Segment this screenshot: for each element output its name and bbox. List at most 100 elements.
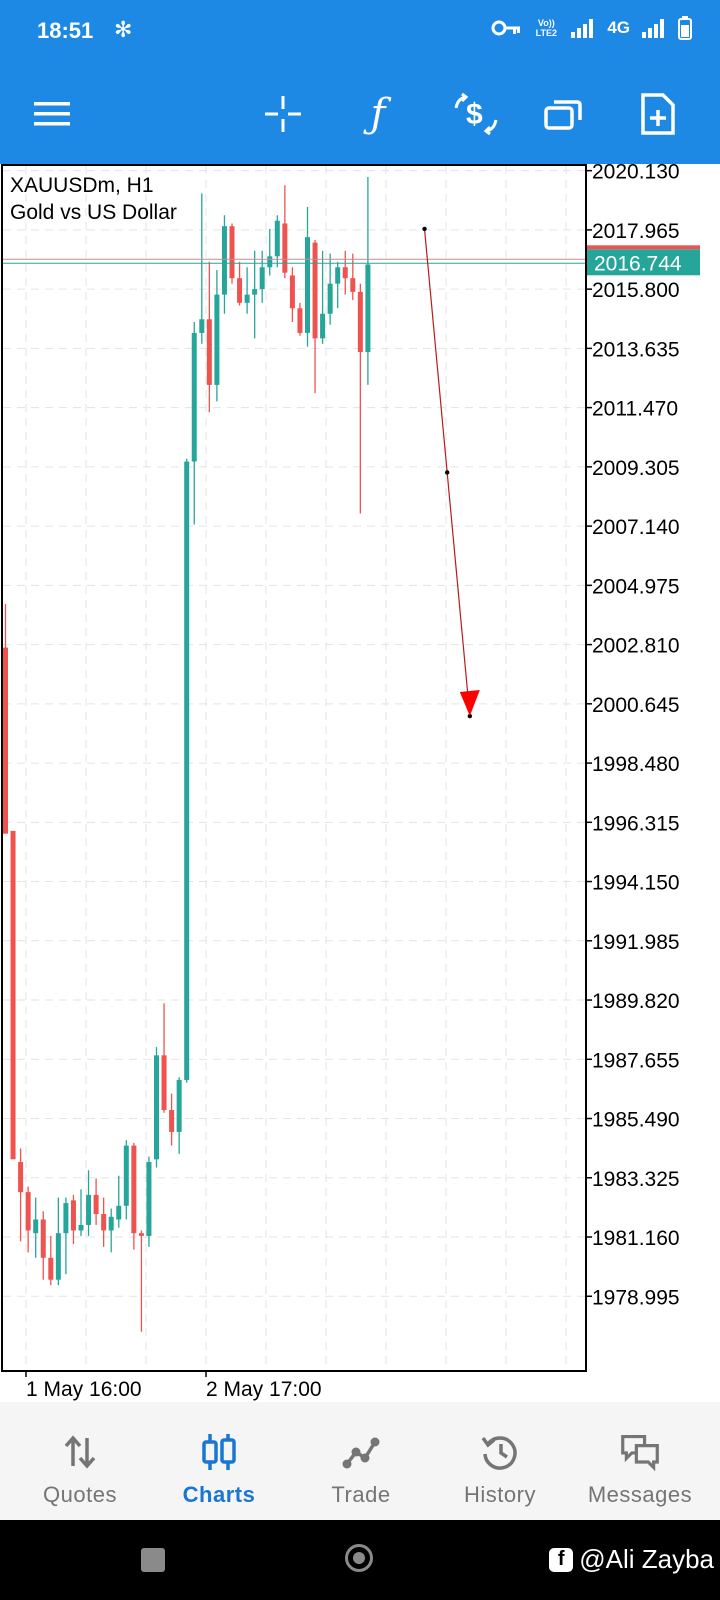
nav-trade-label: Trade	[331, 1482, 391, 1507]
current-price-box	[587, 249, 700, 276]
candle-body	[191, 332, 197, 462]
candle-body	[350, 278, 356, 292]
y-tick-label: 1989.820	[592, 990, 680, 1013]
candle-body	[86, 1194, 92, 1225]
candle-body	[327, 283, 333, 314]
settings-icon: ✻	[114, 17, 133, 42]
y-tick-label: 2015.800	[592, 279, 680, 302]
candle-body	[282, 223, 288, 273]
nav-messages[interactable]: Messages	[570, 1402, 710, 1520]
charts-candles-icon	[202, 1434, 236, 1470]
arrow-anchor-point[interactable]	[422, 226, 427, 232]
chart-toolbar: ƒ $	[0, 64, 720, 164]
candle-body	[18, 1162, 24, 1193]
candle-body	[320, 313, 326, 339]
nav-charts-label: Charts	[182, 1482, 256, 1507]
candle-body	[63, 1203, 69, 1234]
windows-icon[interactable]	[533, 84, 593, 144]
candle-body	[48, 1257, 54, 1280]
y-tick-label: 1994.150	[592, 872, 680, 895]
y-tick-label: 1981.160	[592, 1227, 680, 1250]
network-label: 4G	[607, 18, 630, 37]
watermark-text: @Ali Zayba	[579, 1544, 714, 1574]
candle-body	[33, 1219, 39, 1234]
arrow-anchor-point[interactable]	[444, 470, 450, 475]
crosshair-icon[interactable]	[253, 84, 313, 144]
home-button[interactable]	[345, 1544, 373, 1572]
signal-icon	[571, 19, 594, 38]
candle-body	[123, 1145, 129, 1206]
status-bar: 18:51 ✻ Vo)) LTE2 4G	[0, 0, 720, 64]
candle-body	[312, 242, 318, 339]
candle-body	[184, 461, 190, 1080]
status-time: 18:51	[37, 18, 94, 43]
recent-apps-button[interactable]	[141, 1548, 165, 1572]
signal-icon-2	[642, 19, 664, 38]
candle-body	[70, 1200, 76, 1231]
facebook-icon: f	[549, 1547, 574, 1572]
add-object-icon[interactable]	[628, 84, 688, 144]
candle-body	[101, 1214, 107, 1231]
chart-description: Gold vs US Dollar	[10, 201, 177, 224]
system-navigation-bar: f @Ali Zayba	[0, 1520, 720, 1600]
candle-body	[206, 319, 212, 385]
candle-body	[357, 291, 363, 353]
candle-body	[289, 275, 295, 309]
watermark: f @Ali Zayba	[549, 1544, 714, 1575]
nav-trade[interactable]: Trade	[291, 1402, 431, 1520]
candle-body	[365, 264, 371, 353]
trend-arrow-head	[459, 690, 480, 717]
candle-body	[259, 267, 265, 290]
candle-body	[131, 1145, 137, 1234]
svg-text:$: $	[466, 98, 483, 131]
y-tick-label: 2002.810	[592, 635, 680, 658]
y-tick-label: 2000.645	[592, 694, 680, 717]
nav-quotes[interactable]: Quotes	[10, 1402, 150, 1520]
candle-body	[274, 220, 280, 257]
candle-body	[3, 647, 8, 834]
y-tick-label: 2011.470	[592, 398, 678, 421]
candle-body	[78, 1224, 84, 1231]
nav-charts[interactable]: Charts	[149, 1402, 289, 1520]
candle-body	[10, 830, 16, 1160]
nav-quotes-label: Quotes	[43, 1482, 117, 1507]
menu-icon[interactable]	[22, 84, 82, 144]
candle-body	[154, 1055, 159, 1160]
candle-body	[297, 308, 303, 333]
candle-body	[55, 1233, 61, 1280]
candle-body	[138, 1233, 144, 1236]
candle-body	[161, 1055, 167, 1111]
y-tick-label: 1983.325	[592, 1168, 680, 1191]
nav-history[interactable]: History	[430, 1402, 570, 1520]
y-tick-label: 1996.315	[592, 812, 680, 835]
candle-body	[176, 1079, 182, 1132]
status-icons: Vo)) LTE2 4G	[491, 16, 692, 40]
candle-body	[214, 294, 220, 385]
candlestick-chart[interactable]: XAUUSDm, H1 Gold vs US Dollar 2020.130 20…	[0, 164, 720, 1402]
y-tick-label: 1985.490	[592, 1109, 680, 1132]
y-tick-label: 2020.130	[592, 164, 680, 184]
history-clock-icon	[481, 1436, 517, 1470]
candle-body	[199, 319, 205, 333]
new-order-icon[interactable]: $	[446, 84, 506, 144]
candle-body	[342, 267, 348, 279]
messages-chat-icon	[621, 1434, 659, 1472]
nav-messages-label: Messages	[587, 1482, 693, 1507]
y-tick-label: 1978.995	[592, 1286, 680, 1309]
indicators-f-icon[interactable]: ƒ	[370, 91, 386, 137]
candle-body	[116, 1205, 122, 1220]
chart-area[interactable]: XAUUSDm, H1 Gold vs US Dollar 2020.130 20…	[0, 164, 720, 1402]
candle-body	[267, 256, 273, 268]
y-tick-label: 2013.635	[592, 338, 680, 361]
chart-symbol: XAUUSDm, H1	[10, 174, 154, 197]
candle-body	[221, 226, 227, 295]
chart-frame	[1, 164, 587, 1372]
candle-body	[305, 237, 310, 333]
key-icon	[491, 20, 521, 36]
candle-body	[25, 1192, 31, 1231]
y-tick-label: 2017.965	[592, 220, 680, 243]
bottom-navigation: Quotes Charts Trade History Messages	[0, 1402, 720, 1520]
y-tick-label: 1991.985	[592, 931, 680, 954]
x-tick-label: 2 May 17:00	[206, 1378, 322, 1401]
candle-body	[169, 1110, 175, 1132]
